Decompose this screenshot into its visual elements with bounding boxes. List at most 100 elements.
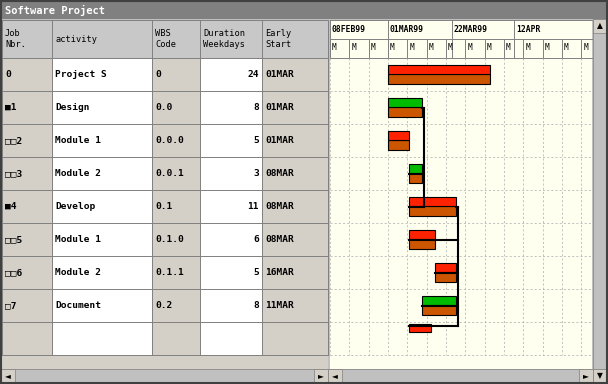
Text: ■4: ■4: [5, 202, 16, 211]
Bar: [2, 124, 52, 157]
Bar: [328, 369, 593, 383]
Text: 0.2: 0.2: [155, 301, 172, 310]
Text: ▼: ▼: [597, 371, 603, 381]
Text: M: M: [583, 43, 588, 53]
Bar: [1, 223, 328, 256]
Bar: [388, 139, 409, 151]
Bar: [435, 271, 456, 282]
Bar: [262, 289, 328, 322]
Bar: [1, 369, 15, 383]
Text: 5: 5: [254, 268, 259, 277]
Text: M: M: [351, 43, 356, 53]
Text: 22MAR99: 22MAR99: [454, 25, 488, 34]
Bar: [388, 106, 422, 118]
Text: Document: Document: [55, 301, 101, 310]
Text: 08MAR: 08MAR: [265, 169, 294, 178]
Bar: [593, 19, 607, 33]
Text: 0: 0: [155, 70, 161, 79]
Bar: [409, 324, 430, 332]
Text: Job
Nbr.: Job Nbr.: [5, 29, 26, 49]
Bar: [422, 296, 456, 305]
Text: ▲: ▲: [597, 22, 603, 30]
Bar: [409, 164, 422, 172]
Text: M: M: [468, 43, 472, 53]
Text: 0.0.1: 0.0.1: [155, 169, 184, 178]
Bar: [388, 65, 491, 73]
Text: M: M: [486, 43, 491, 53]
Bar: [2, 91, 52, 124]
Bar: [152, 190, 200, 223]
Text: 08FEB99: 08FEB99: [332, 25, 366, 34]
Bar: [2, 256, 52, 289]
Bar: [262, 157, 328, 190]
Bar: [314, 369, 328, 383]
Text: 0.0.0: 0.0.0: [155, 136, 184, 145]
Text: Develop: Develop: [55, 202, 95, 211]
Bar: [388, 98, 422, 106]
Text: 01MAR99: 01MAR99: [390, 25, 424, 34]
Text: 01MAR: 01MAR: [265, 70, 294, 79]
Bar: [1, 157, 328, 190]
Text: ■1: ■1: [5, 103, 16, 112]
Bar: [262, 322, 328, 355]
Text: □7: □7: [5, 301, 16, 310]
Text: M: M: [564, 43, 568, 53]
Text: 01MAR: 01MAR: [265, 103, 294, 112]
Text: Design: Design: [55, 103, 89, 112]
Text: 0.1.0: 0.1.0: [155, 235, 184, 244]
Bar: [409, 238, 435, 249]
Bar: [1, 289, 328, 322]
Text: □□3: □□3: [5, 169, 22, 178]
Text: 11MAR: 11MAR: [265, 301, 294, 310]
Bar: [409, 197, 456, 205]
Text: M: M: [371, 43, 375, 53]
Text: 8: 8: [254, 103, 259, 112]
Bar: [1, 190, 328, 223]
Text: Software Project: Software Project: [5, 5, 105, 15]
Text: □□6: □□6: [5, 268, 22, 277]
Text: M: M: [409, 43, 414, 53]
Text: 0: 0: [5, 70, 11, 79]
Bar: [409, 230, 435, 238]
Text: 0.1.1: 0.1.1: [155, 268, 184, 277]
Text: 0.0: 0.0: [155, 103, 172, 112]
Text: 11: 11: [247, 202, 259, 211]
Bar: [262, 190, 328, 223]
Bar: [1, 369, 328, 383]
Bar: [2, 58, 52, 91]
Bar: [409, 205, 456, 217]
Bar: [152, 322, 200, 355]
Bar: [330, 20, 592, 369]
Text: 3: 3: [254, 169, 259, 178]
Bar: [388, 73, 491, 84]
Text: activity: activity: [55, 35, 97, 43]
Bar: [1, 322, 328, 355]
Text: WBS
Code: WBS Code: [155, 29, 176, 49]
Bar: [1, 1, 607, 19]
Text: M: M: [448, 43, 452, 53]
Text: ◄: ◄: [332, 371, 338, 381]
Text: ►: ►: [318, 371, 324, 381]
Bar: [152, 289, 200, 322]
Bar: [593, 19, 607, 369]
Text: 08MAR: 08MAR: [265, 235, 294, 244]
Text: 6: 6: [254, 235, 259, 244]
Bar: [152, 256, 200, 289]
Text: 08MAR: 08MAR: [265, 202, 294, 211]
Text: M: M: [390, 43, 395, 53]
Bar: [152, 157, 200, 190]
Text: Module 2: Module 2: [55, 268, 101, 277]
Bar: [262, 91, 328, 124]
Bar: [152, 124, 200, 157]
Bar: [152, 58, 200, 91]
Text: □□5: □□5: [5, 235, 22, 244]
Text: Early
Start: Early Start: [265, 29, 291, 49]
Bar: [409, 172, 422, 184]
Text: Module 1: Module 1: [55, 235, 101, 244]
Bar: [1, 256, 328, 289]
Text: 8: 8: [254, 301, 259, 310]
Bar: [1, 20, 328, 58]
Bar: [2, 190, 52, 223]
Bar: [152, 91, 200, 124]
Text: 0.1: 0.1: [155, 202, 172, 211]
